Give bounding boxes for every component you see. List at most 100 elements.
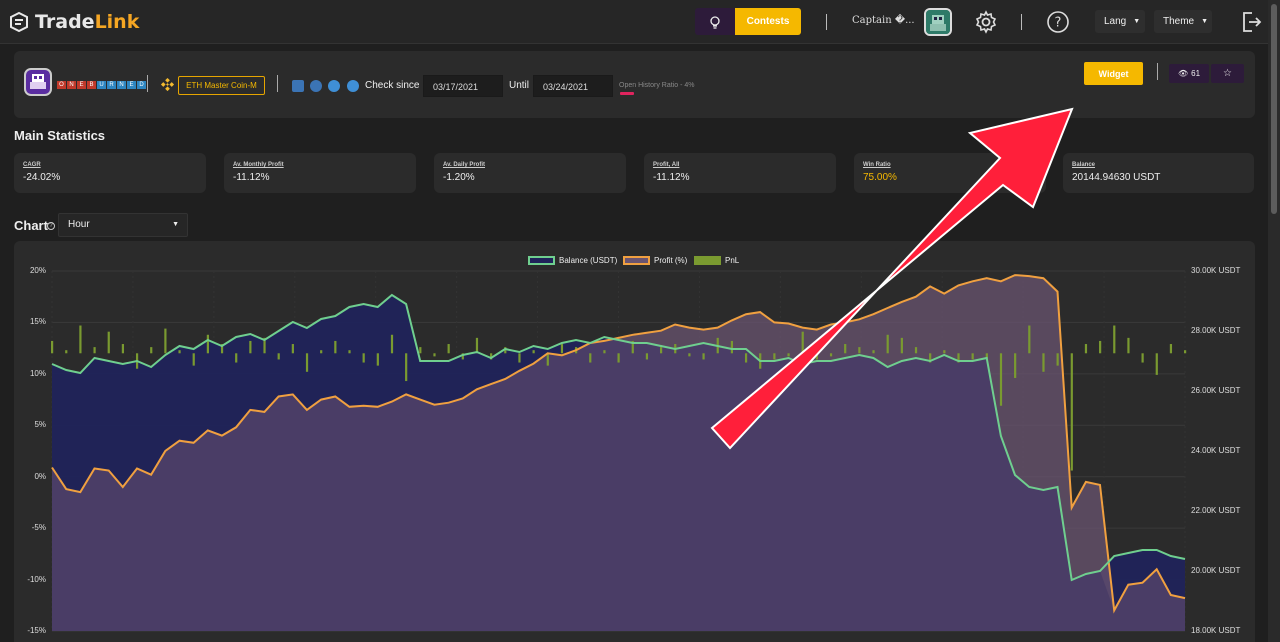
pnl-bar: [220, 344, 224, 354]
y-axis-left-tick: 5%: [34, 420, 46, 430]
legend-item[interactable]: PnL: [694, 256, 739, 265]
binance-icon: [160, 77, 175, 92]
help-icon[interactable]: ?: [47, 222, 55, 230]
user-name[interactable]: Captain �...: [852, 15, 915, 26]
y-axis-right-tick: 28.00K USDT: [1191, 326, 1241, 335]
interval-value: Hour: [68, 219, 90, 230]
pnl-bar: [348, 350, 351, 354]
pnl-bar: [65, 350, 68, 354]
pnl-bar: [546, 353, 549, 366]
y-axis-left-tick: 20%: [29, 266, 46, 275]
pnl-bar: [79, 325, 82, 354]
bot-name-letter: E: [77, 81, 86, 89]
pnl-bar: [419, 347, 422, 354]
pnl-bar: [206, 334, 209, 354]
language-dropdown[interactable]: Lang ▼: [1095, 10, 1145, 33]
pnl-bar: [1127, 337, 1130, 354]
eye-icon: 👁: [1177, 69, 1189, 78]
interval-select[interactable]: Hour ▼: [58, 213, 188, 237]
pnl-bar: [390, 334, 394, 354]
check-since-label: Check since: [365, 80, 420, 91]
stat-label: Profit, All: [653, 162, 680, 168]
stat-value: -1.20%: [443, 172, 475, 183]
bot-pixel-icon: [30, 74, 46, 89]
pnl-bar: [263, 337, 266, 354]
logo[interactable]: TradeLink: [8, 9, 139, 35]
y-axis-right-tick: 18.00K USDT: [1191, 626, 1241, 635]
stat-card: Balance 20144.94630 USDT: [1063, 153, 1254, 193]
stat-label: Balance: [1072, 162, 1096, 168]
pnl-bar: [1084, 344, 1088, 354]
pnl-bar: [702, 353, 705, 360]
legend-swatch: [528, 256, 555, 265]
contests-button[interactable]: Contests: [735, 8, 801, 35]
pnl-bar: [192, 353, 195, 366]
pnl-bar: [815, 353, 818, 360]
scrollbar-thumb[interactable]: [1271, 4, 1277, 214]
pnl-bar: [1169, 344, 1173, 354]
exchange-badge[interactable]: ETH Master Coin-M: [178, 76, 265, 95]
pnl-bar: [164, 328, 167, 354]
y-axis-right-tick: 24.00K USDT: [1191, 446, 1241, 455]
gear-icon[interactable]: [974, 10, 998, 34]
legend-item[interactable]: Balance (USDT): [528, 256, 617, 265]
pnl-bar: [433, 353, 436, 357]
lightbulb-icon: [710, 15, 720, 29]
until-date-input[interactable]: 03/24/2021: [533, 75, 613, 97]
views-button[interactable]: 👁 61: [1169, 64, 1209, 83]
stat-card: Av. Monthly Profit -11.12%: [224, 153, 416, 193]
pnl-bar: [829, 353, 833, 357]
globe-icon[interactable]: [310, 80, 322, 92]
separator: [1021, 14, 1022, 30]
pnl-bar: [589, 353, 592, 363]
chevron-down-icon: ▼: [172, 221, 179, 228]
svg-text:?: ?: [1055, 16, 1062, 31]
bot-name-letter: U: [97, 81, 106, 89]
since-date-input[interactable]: 03/17/2021: [423, 75, 503, 97]
pnl-bar: [1113, 325, 1116, 354]
telegram-icon[interactable]: [347, 80, 359, 92]
pnl-bar: [1014, 353, 1017, 378]
theme-dropdown[interactable]: Theme ▼: [1154, 10, 1212, 33]
favorite-star-button[interactable]: ☆: [1211, 64, 1244, 83]
stat-card: Av. Daily Profit -1.20%: [434, 153, 626, 193]
pnl-bar: [277, 353, 280, 360]
scrollbar[interactable]: [1268, 0, 1280, 642]
stat-card: Profit, All -11.12%: [644, 153, 836, 193]
pnl-bar: [957, 353, 960, 363]
bot-avatar[interactable]: [24, 68, 52, 96]
help-icon[interactable]: ?: [1046, 10, 1070, 34]
y-axis-right-tick: 30.00K USDT: [1191, 266, 1241, 275]
widget-button[interactable]: Widget: [1084, 62, 1143, 85]
bot-name-letter: D: [137, 81, 146, 89]
pnl-bar: [929, 353, 932, 363]
legend-item[interactable]: Profit (%): [623, 256, 687, 265]
pnl-bar: [985, 353, 988, 360]
avatar[interactable]: [924, 8, 952, 36]
bot-name-letter: B: [87, 81, 96, 89]
logout-icon[interactable]: [1239, 10, 1263, 34]
pnl-bar: [603, 350, 606, 354]
pnl-bar: [1141, 353, 1144, 363]
y-axis-right-tick: 26.00K USDT: [1191, 386, 1241, 395]
pnl-bar: [872, 350, 875, 354]
separator: [826, 14, 827, 30]
y-axis-left-tick: 15%: [29, 317, 46, 327]
stat-label: Av. Daily Profit: [443, 162, 486, 168]
pnl-bar: [1184, 350, 1187, 354]
pnl-bar: [475, 337, 479, 354]
language-label: Lang: [1104, 16, 1127, 27]
facebook-icon[interactable]: [292, 80, 304, 92]
main-statistics-title: Main Statistics: [14, 128, 106, 143]
pnl-bar: [645, 353, 649, 360]
logo-text: TradeLink: [35, 11, 140, 33]
history-ratio-label: Open History Ratio - 4%: [619, 82, 695, 89]
stat-label: Av. Monthly Profit: [233, 162, 284, 168]
bot-name-letter: N: [117, 81, 126, 89]
pnl-bar: [858, 347, 861, 354]
twitter-icon[interactable]: [328, 80, 340, 92]
pnl-bar: [900, 337, 903, 354]
lightbulb-button[interactable]: [695, 8, 735, 35]
stat-value: -11.12%: [233, 172, 270, 183]
bot-name-letter: N: [67, 81, 76, 89]
